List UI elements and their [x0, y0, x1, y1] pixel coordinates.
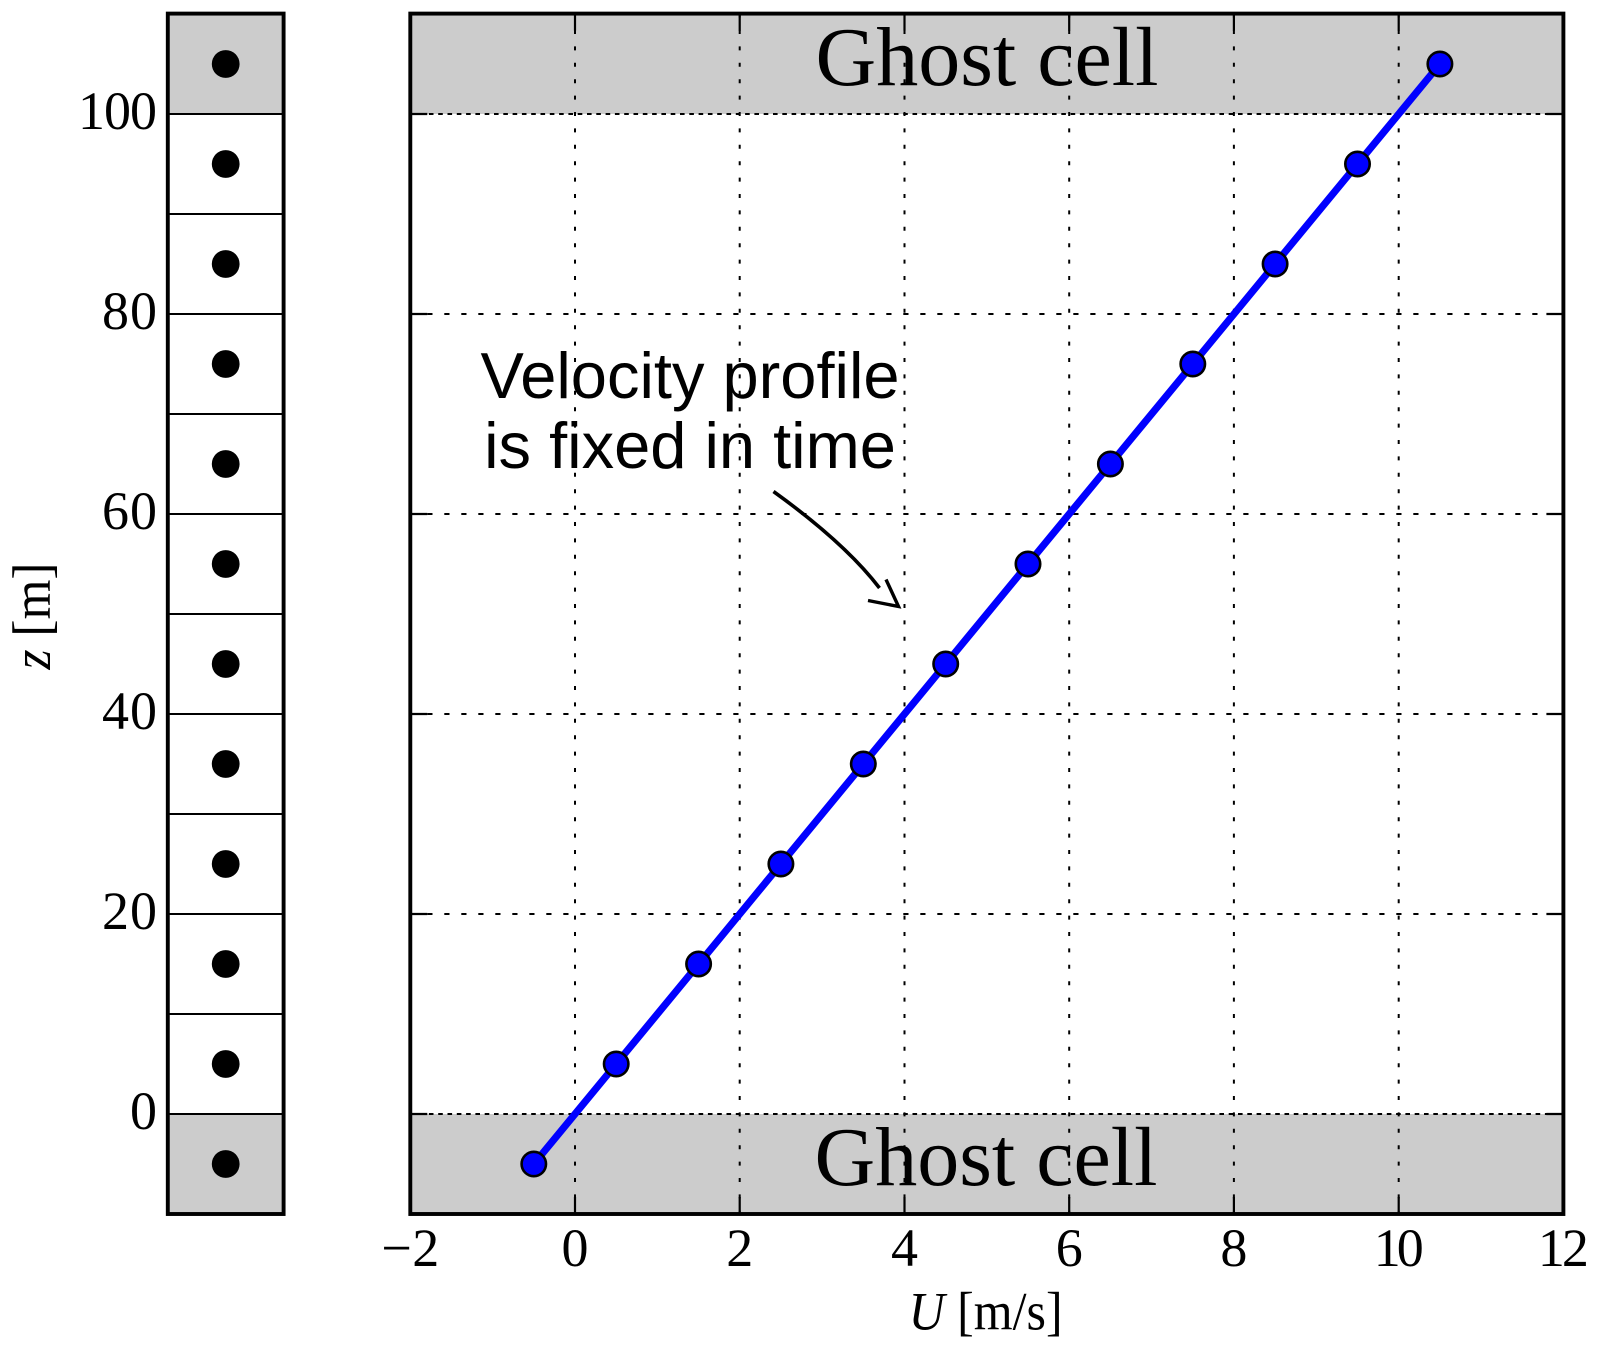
svg-text:Ghost cell: Ghost cell [815, 1111, 1158, 1204]
svg-text:0: 0 [130, 1081, 157, 1141]
svg-text:10: 10 [1374, 1218, 1424, 1278]
svg-text:Ghost cell: Ghost cell [816, 11, 1159, 104]
svg-text:8: 8 [1220, 1218, 1247, 1278]
svg-text:Velocity profile: Velocity profile [480, 339, 899, 412]
svg-text:is fixed in time: is fixed in time [484, 409, 896, 482]
svg-text:z [m]: z [m] [2, 563, 62, 671]
svg-text:−2: −2 [381, 1218, 439, 1278]
svg-text:12: 12 [1538, 1218, 1589, 1278]
svg-text:U [m/s]: U [m/s] [909, 1282, 1063, 1342]
svg-text:40: 40 [102, 681, 157, 741]
svg-text:4: 4 [891, 1218, 918, 1278]
svg-text:80: 80 [102, 281, 157, 341]
svg-text:20: 20 [102, 881, 157, 941]
svg-text:100: 100 [78, 81, 157, 141]
svg-text:2: 2 [726, 1218, 753, 1278]
svg-text:60: 60 [102, 481, 157, 541]
svg-text:6: 6 [1056, 1218, 1083, 1278]
svg-text:0: 0 [562, 1218, 589, 1278]
